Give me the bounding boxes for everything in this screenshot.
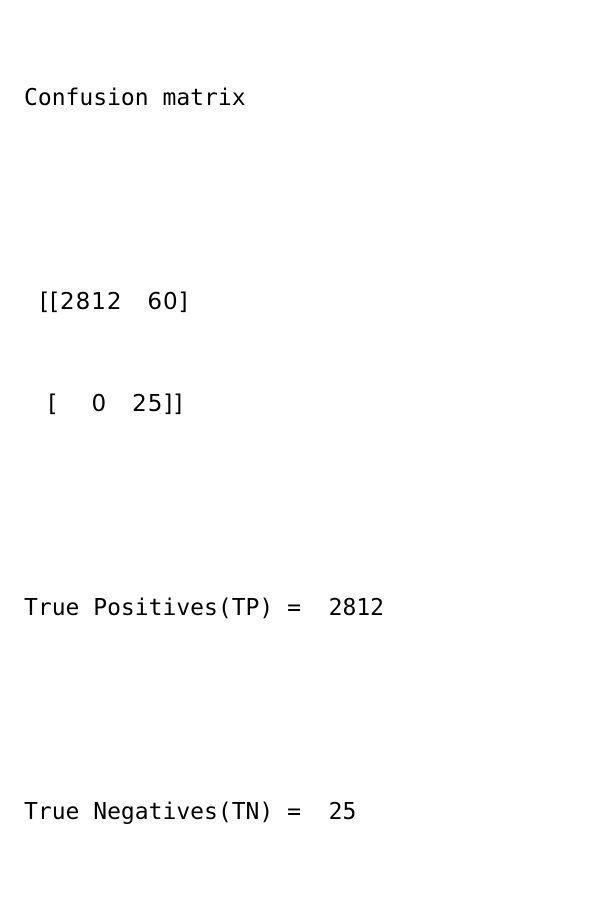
blank-line [24, 489, 384, 523]
true-negatives-line: True Negatives(TN) = 25 [24, 799, 357, 825]
blank-line [24, 183, 384, 217]
matrix-row-1: [[2812 60] [40, 289, 189, 315]
blank-line [24, 897, 384, 900]
true-positives-line: True Positives(TP) = 2812 [24, 595, 385, 621]
confusion-matrix-title: Confusion matrix [24, 85, 246, 111]
blank-line [24, 693, 384, 727]
matrix-row-2: [ 0 25]] [40, 391, 184, 417]
console-output: Confusion matrix [[2812 60] [ 0 25]] Tru… [24, 13, 384, 900]
